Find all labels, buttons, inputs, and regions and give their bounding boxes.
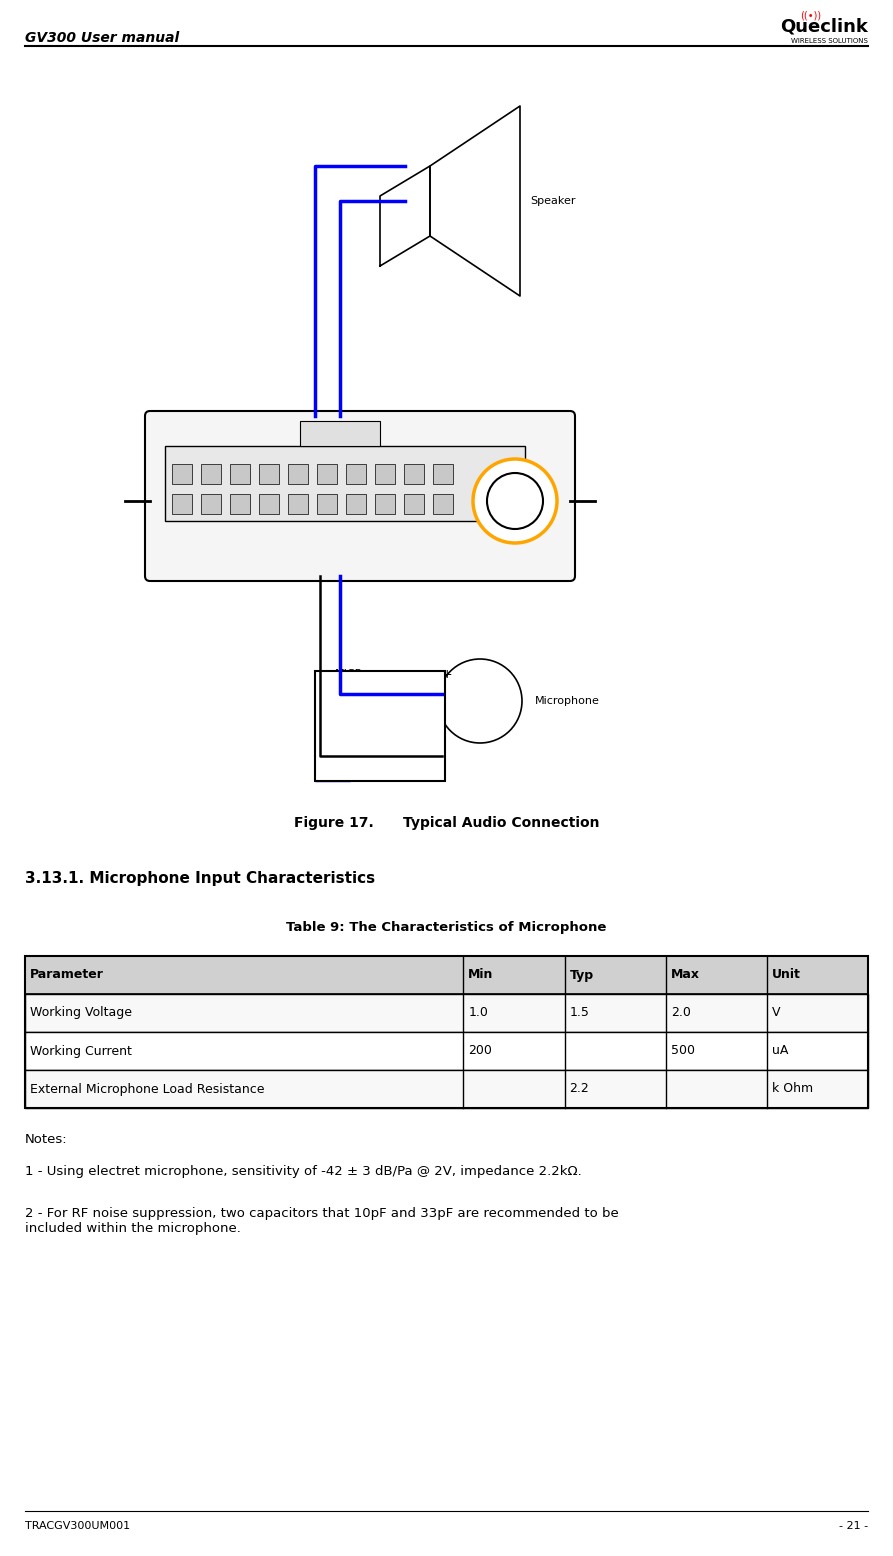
Bar: [404, 493, 424, 513]
Bar: [259, 493, 279, 513]
Text: WIRELESS SOLUTIONS: WIRELESS SOLUTIONS: [791, 37, 868, 44]
Text: Working Current: Working Current: [30, 1044, 132, 1058]
Text: GV300 User manual: GV300 User manual: [25, 31, 179, 45]
Text: 2.0: 2.0: [671, 1007, 690, 1019]
Bar: [317, 464, 337, 484]
Text: Queclink: Queclink: [780, 19, 868, 36]
Text: Parameter: Parameter: [30, 968, 104, 982]
Bar: [346, 493, 366, 513]
Bar: [288, 493, 308, 513]
Bar: [25, 1071, 868, 1108]
Bar: [201, 464, 221, 484]
Bar: [25, 1032, 868, 1071]
Polygon shape: [315, 671, 350, 781]
Bar: [172, 464, 192, 484]
Circle shape: [438, 660, 522, 744]
Text: Typ: Typ: [570, 968, 594, 982]
Bar: [165, 447, 525, 521]
Bar: [375, 493, 395, 513]
Text: ': ': [442, 731, 446, 745]
Bar: [433, 464, 453, 484]
Text: MICP: MICP: [335, 669, 363, 678]
Bar: [315, 671, 445, 781]
Bar: [172, 493, 192, 513]
Polygon shape: [380, 166, 430, 266]
Text: Microphone: Microphone: [535, 696, 600, 706]
Bar: [25, 994, 868, 1032]
Text: 1 - Using electret microphone, sensitivity of -42 ± 3 dB/Pa @ 2V, impedance 2.2k: 1 - Using electret microphone, sensitivi…: [25, 1165, 581, 1178]
Bar: [259, 464, 279, 484]
Circle shape: [473, 459, 557, 543]
Bar: [288, 464, 308, 484]
Text: - 21 -: - 21 -: [839, 1522, 868, 1531]
Text: 200: 200: [468, 1044, 492, 1058]
Bar: [201, 493, 221, 513]
Text: ((•)): ((•)): [800, 11, 822, 20]
Text: k Ohm: k Ohm: [772, 1083, 813, 1095]
Bar: [230, 464, 250, 484]
Bar: [25, 955, 868, 994]
Bar: [25, 955, 868, 1108]
Text: Speaker: Speaker: [530, 196, 575, 205]
Text: 1.5: 1.5: [570, 1007, 589, 1019]
Bar: [317, 493, 337, 513]
Text: 2 - For RF noise suppression, two capacitors that 10pF and 33pF are recommended : 2 - For RF noise suppression, two capaci…: [25, 1207, 619, 1235]
Text: Max: Max: [671, 968, 700, 982]
Text: +: +: [442, 668, 453, 680]
Text: External Microphone Load Resistance: External Microphone Load Resistance: [30, 1083, 264, 1095]
Polygon shape: [430, 106, 520, 296]
Text: Table 9: The Characteristics of Microphone: Table 9: The Characteristics of Micropho…: [287, 921, 606, 934]
Bar: [346, 464, 366, 484]
Text: TRACGV300UM001: TRACGV300UM001: [25, 1522, 130, 1531]
Bar: [230, 493, 250, 513]
Text: Unit: Unit: [772, 968, 801, 982]
Bar: [300, 422, 380, 447]
Text: Figure 17.      Typical Audio Connection: Figure 17. Typical Audio Connection: [294, 815, 599, 829]
Text: AGND: AGND: [325, 731, 358, 741]
Text: uA: uA: [772, 1044, 789, 1058]
Text: 1.0: 1.0: [468, 1007, 488, 1019]
Bar: [433, 493, 453, 513]
Bar: [375, 464, 395, 484]
FancyBboxPatch shape: [145, 411, 575, 580]
Text: V: V: [772, 1007, 780, 1019]
Bar: [404, 464, 424, 484]
Text: Min: Min: [468, 968, 494, 982]
Text: 3.13.1. Microphone Input Characteristics: 3.13.1. Microphone Input Characteristics: [25, 871, 375, 885]
Circle shape: [487, 473, 543, 529]
Text: 2.2: 2.2: [570, 1083, 589, 1095]
Text: Notes:: Notes:: [25, 1133, 68, 1147]
Text: Working Voltage: Working Voltage: [30, 1007, 132, 1019]
Text: 500: 500: [671, 1044, 695, 1058]
